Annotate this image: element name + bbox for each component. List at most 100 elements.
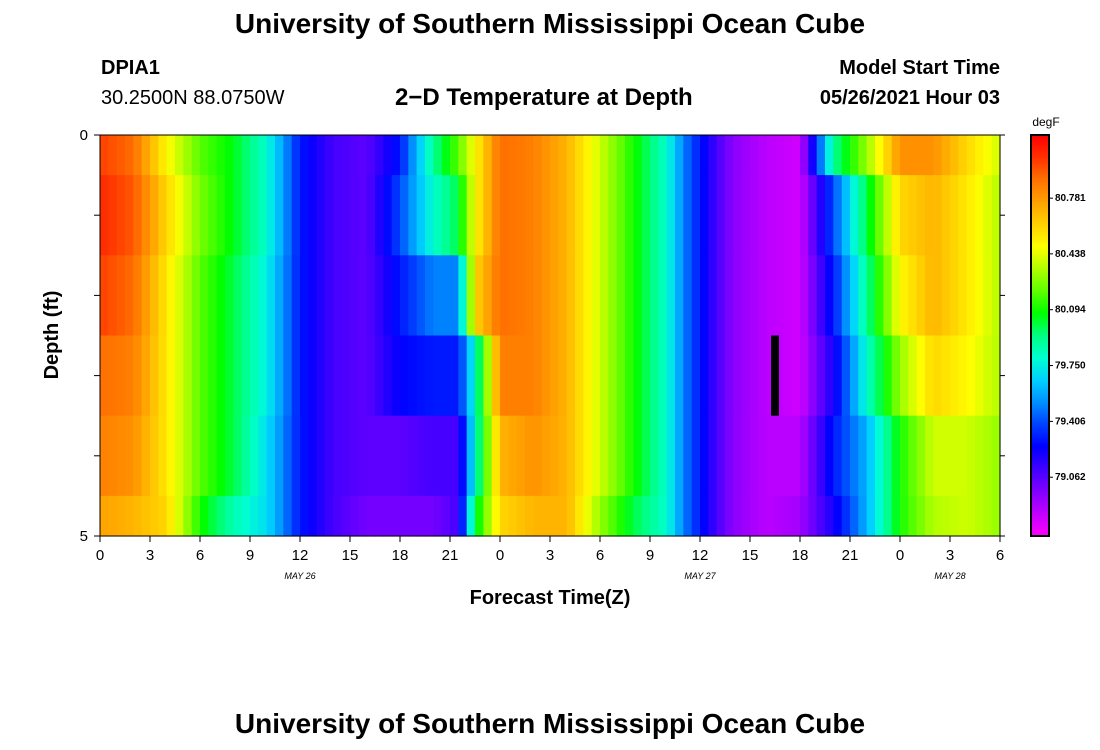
heatmap-cell <box>633 255 643 337</box>
heatmap-cell <box>233 255 243 337</box>
heatmap-cell <box>833 255 843 337</box>
heatmap-cell <box>133 175 143 256</box>
heatmap-cell <box>625 135 634 176</box>
heatmap-cell <box>408 415 418 497</box>
heatmap-cell <box>991 415 1001 497</box>
heatmap-cell <box>741 495 751 537</box>
heatmap-cell <box>758 415 768 497</box>
heatmap-cell <box>291 495 301 537</box>
heatmap-cell <box>883 495 893 537</box>
heatmap-cell <box>791 175 801 256</box>
heatmap-cell <box>850 335 859 417</box>
heatmap-cell <box>850 495 859 537</box>
heatmap-cell <box>383 175 393 256</box>
heatmap-cell <box>583 495 593 537</box>
heatmap-cell <box>266 335 276 417</box>
heatmap-cell <box>600 175 609 256</box>
heatmap-cell <box>933 495 943 537</box>
heatmap-cell <box>916 495 926 537</box>
heatmap-cell <box>400 495 409 537</box>
heatmap-cell <box>708 495 718 537</box>
heatmap-cell <box>591 175 601 256</box>
heatmap-cell <box>108 415 118 497</box>
heatmap-cell <box>308 135 318 176</box>
heatmap-cell <box>941 175 951 256</box>
heatmap-cell <box>391 135 401 176</box>
heatmap-cell <box>441 255 451 337</box>
heatmap-cell <box>183 135 193 176</box>
heatmap-cell <box>508 415 518 497</box>
heatmap-cell <box>991 335 1001 417</box>
station-name: DPIA1 <box>101 57 160 79</box>
heatmap-cell <box>150 175 159 256</box>
heatmap-cell <box>283 255 293 337</box>
heatmap-cell <box>125 415 134 497</box>
heatmap-cell <box>775 335 784 417</box>
heatmap-cell <box>258 135 268 176</box>
heatmap-cell <box>183 255 193 337</box>
colorbar-gradient <box>1030 134 1050 537</box>
heatmap-cell <box>583 415 593 497</box>
heatmap-cell <box>525 255 534 337</box>
heatmap-cell <box>758 135 768 176</box>
heatmap-cell <box>558 335 568 417</box>
heatmap-cell <box>966 135 976 176</box>
heatmap-cell <box>491 415 501 497</box>
x-tick-label: 15 <box>342 547 359 564</box>
heatmap-cell <box>575 335 584 417</box>
heatmap-cell <box>341 495 351 537</box>
heatmap-cell <box>533 135 543 176</box>
heatmap-cell <box>233 335 243 417</box>
x-tick-label: 12 <box>692 547 709 564</box>
heatmap-cell <box>350 335 359 417</box>
x-tick-label: 12 <box>292 547 309 564</box>
heatmap-cell <box>991 495 1001 537</box>
heatmap-cell <box>900 255 909 337</box>
heatmap-cell <box>908 415 918 497</box>
heatmap-cell <box>500 135 509 176</box>
heatmap-cell <box>241 175 251 256</box>
heatmap-cell <box>700 495 709 537</box>
heatmap-cell <box>325 415 334 497</box>
heatmap-cell <box>891 335 901 417</box>
heatmap-cell <box>808 255 818 337</box>
heatmap-cell <box>116 255 126 337</box>
heatmap-cell <box>241 135 251 176</box>
heatmap-cell <box>875 175 884 256</box>
heatmap-cell <box>366 495 376 537</box>
heatmap-cell <box>666 175 676 256</box>
heatmap-cell <box>300 175 309 256</box>
heatmap-cell <box>616 495 626 537</box>
heatmap-cell <box>625 415 634 497</box>
heatmap-cell <box>691 175 701 256</box>
heatmap-cell <box>425 255 434 337</box>
heatmap-cell <box>341 255 351 337</box>
heatmap-cell <box>941 135 951 176</box>
heatmap-cell <box>633 495 643 537</box>
heatmap-cell <box>483 495 493 537</box>
heatmap-cell <box>575 135 584 176</box>
heatmap-cell <box>716 175 726 256</box>
heatmap-cell <box>608 135 618 176</box>
heatmap-cell <box>766 175 776 256</box>
heatmap-cell <box>191 175 201 256</box>
heatmap-cell <box>633 135 643 176</box>
heatmap-cell <box>833 495 843 537</box>
heatmap-cell <box>341 135 351 176</box>
heatmap-cell <box>366 335 376 417</box>
heatmap-cell <box>908 255 918 337</box>
heatmap-cell <box>200 335 209 417</box>
heatmap-cell <box>583 135 593 176</box>
heatmap-cell <box>200 415 209 497</box>
heatmap-cell <box>383 495 393 537</box>
heatmap-cell <box>175 415 184 497</box>
heatmap-cell <box>100 495 109 537</box>
heatmap-cell <box>633 335 643 417</box>
heatmap-cell <box>450 135 459 176</box>
heatmap-cell <box>783 255 793 337</box>
x-tick-label: 21 <box>842 547 859 564</box>
heatmap-cell <box>550 415 559 497</box>
heatmap-cell <box>391 175 401 256</box>
heatmap-cell <box>675 335 684 417</box>
heatmap-cell <box>316 415 326 497</box>
